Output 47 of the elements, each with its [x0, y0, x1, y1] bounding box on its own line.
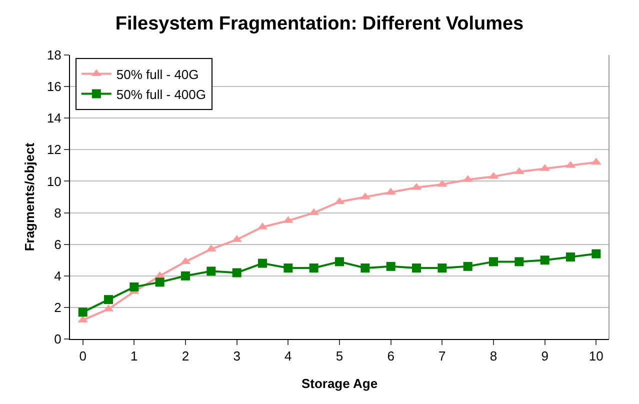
y-axis-title: Fragments/object — [22, 142, 37, 252]
point — [309, 264, 318, 272]
x-tick-label: 9 — [541, 348, 548, 364]
point — [104, 295, 113, 304]
point — [284, 264, 293, 272]
point — [438, 264, 447, 272]
y-tick-label: 18 — [46, 48, 62, 63]
point — [514, 257, 524, 266]
x-tick-label: 5 — [336, 348, 344, 364]
x-tick-label: 3 — [233, 348, 240, 364]
legend-label: 50% full - 400G — [116, 86, 206, 102]
point — [463, 262, 472, 271]
point — [335, 257, 344, 266]
x-tick-label: 8 — [490, 348, 498, 364]
x-tick-label: 7 — [438, 348, 446, 364]
y-tick-label: 6 — [54, 236, 62, 252]
y-tick-label: 8 — [54, 205, 62, 220]
point — [592, 249, 601, 258]
y-tick-label: 0 — [54, 332, 62, 347]
y-tick-label: 12 — [46, 142, 62, 158]
point — [360, 264, 370, 272]
point — [155, 278, 164, 287]
point — [412, 264, 421, 272]
y-tick-label: 14 — [46, 110, 62, 126]
x-tick-label: 0 — [79, 348, 86, 364]
point — [232, 268, 242, 278]
x-tick-label: 6 — [387, 348, 394, 364]
legend-label: 50% full - 40G — [116, 66, 199, 82]
chart-title: Filesystem Fragmentation: Different Volumes — [115, 13, 524, 34]
x-tick-label: 4 — [284, 348, 292, 364]
point — [566, 252, 575, 262]
point — [540, 256, 550, 265]
x-tick-label: 2 — [182, 348, 190, 364]
point — [78, 308, 88, 317]
x-axis-title: Storage Age — [301, 376, 378, 391]
point — [206, 266, 216, 276]
point — [130, 282, 139, 292]
point — [489, 257, 498, 266]
y-tick-label: 2 — [54, 300, 62, 315]
point — [258, 258, 267, 268]
y-tick-label: 10 — [46, 174, 62, 189]
y-tick-label: 16 — [46, 79, 62, 94]
y-tick-label: 4 — [54, 268, 62, 284]
x-tick-label: 1 — [130, 348, 138, 364]
point — [181, 271, 190, 280]
point — [386, 262, 396, 271]
x-tick-label: 10 — [588, 348, 604, 364]
